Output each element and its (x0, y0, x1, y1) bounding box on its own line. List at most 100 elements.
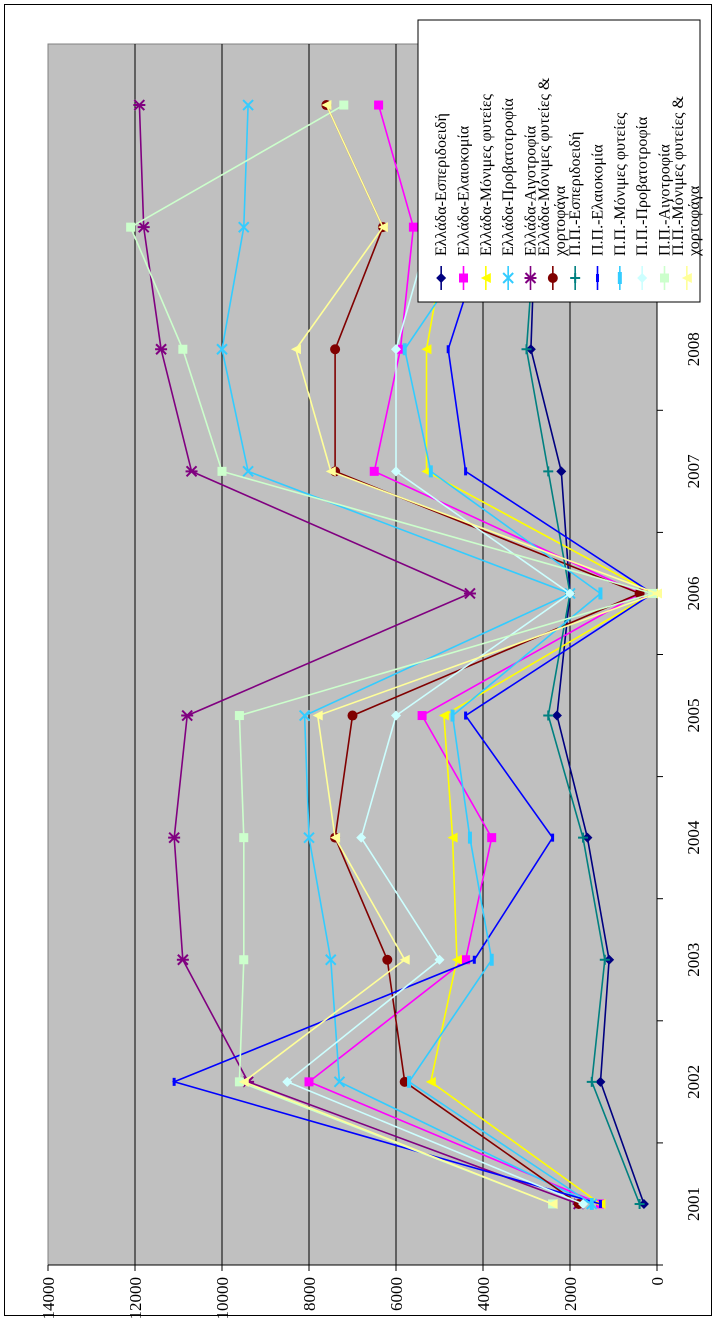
series-marker (551, 710, 562, 721)
series-marker (126, 222, 136, 232)
series-marker (407, 1075, 412, 1088)
legend-item: Π.Π.-Προβατοτροφία (634, 116, 651, 290)
series-marker (185, 465, 198, 478)
series-marker (408, 222, 418, 232)
series-marker (467, 831, 472, 844)
series-marker (464, 467, 468, 476)
series-marker (543, 710, 554, 721)
series-marker (450, 709, 455, 722)
legend-item: Ελλάδα-Μόνιμες φυτείες & χορτοφάγα (536, 77, 569, 290)
series-marker (489, 953, 494, 966)
svg-text:Ελλάδα-Μόνιμες φυτείες: Ελλάδα-Μόνιμες φυτείες (478, 93, 495, 256)
series-marker (168, 831, 181, 844)
series-marker (472, 955, 476, 964)
series-marker (382, 954, 393, 965)
legend-item: Π.Π.-Ελαιοκομία (590, 144, 607, 290)
legend-item: Ελλάδα-Προβατοτροφία (500, 98, 517, 290)
chart-frame (4, 4, 712, 1316)
series-marker (133, 99, 146, 111)
series-marker (417, 711, 427, 721)
series-marker (551, 833, 555, 842)
series-marker (463, 587, 476, 600)
series-marker (304, 1077, 314, 1087)
legend (417, 19, 701, 303)
series-marker (578, 1198, 589, 1209)
series-marker (524, 272, 537, 284)
category-tick-label: 2006 (684, 576, 703, 610)
series-marker (137, 221, 150, 233)
series-marker (451, 954, 462, 965)
series-marker (282, 1076, 293, 1087)
svg-text:Ελλάδα-Ελαιοκομία: Ελλάδα-Ελαιοκομία (456, 125, 473, 256)
svg-text:Π.Π.-Ελαιοκομία: Π.Π.-Ελαιοκομία (590, 144, 607, 256)
series-marker (325, 954, 337, 966)
series-marker (178, 344, 188, 354)
series-marker (425, 1076, 436, 1087)
series-marker (598, 587, 603, 600)
series-marker (298, 709, 311, 722)
series-marker (556, 466, 567, 477)
series-marker (438, 710, 449, 721)
series-line (242, 104, 660, 1205)
series-marker (521, 344, 532, 355)
value-tick-label: 4000 (474, 1277, 493, 1311)
svg-text:Ελλάδα-Προβατοτροφία: Ελλάδα-Προβατοτροφία (500, 98, 517, 256)
series-marker (436, 273, 447, 283)
series-marker (321, 100, 332, 111)
svg-text:χορτοφάγα: χορτοφάγα (552, 185, 569, 257)
series-marker (330, 344, 341, 355)
category-tick-label: 2001 (684, 1187, 703, 1221)
series-marker (333, 1076, 346, 1088)
series-marker (216, 343, 228, 355)
series-marker (330, 832, 341, 843)
value-tick-label: 6000 (387, 1277, 406, 1311)
series-line (129, 104, 656, 1205)
series-marker (303, 831, 315, 844)
series-marker (428, 465, 433, 478)
series-marker (290, 344, 301, 355)
series-marker (634, 1198, 645, 1209)
series-line (325, 104, 642, 1205)
series-line (138, 104, 579, 1205)
value-tick-label: 14000 (39, 1277, 58, 1320)
series-marker (391, 344, 401, 355)
series-marker (325, 466, 336, 477)
series-marker (347, 710, 358, 721)
series-marker (239, 955, 249, 965)
series-marker (339, 100, 349, 110)
series-marker (660, 273, 669, 283)
series-marker (242, 465, 254, 478)
series-marker (446, 345, 450, 354)
series-marker (172, 1077, 176, 1086)
series-marker (391, 710, 401, 721)
series-marker (447, 832, 458, 843)
series-marker (547, 273, 558, 283)
value-tick-label: 12000 (126, 1277, 145, 1320)
category-tick-label: 2005 (684, 699, 703, 733)
series-marker (502, 272, 514, 284)
series-marker (377, 222, 388, 233)
value-tick-label: 8000 (300, 1277, 319, 1311)
legend-item: Π.Π.-Εσπεριδοειδή (567, 132, 584, 290)
legend-item: Ελλάδα-Μόνιμες φυτείες (478, 93, 495, 290)
series-marker (617, 272, 622, 284)
series-marker (565, 588, 575, 599)
legend-item: Π.Π.-Αιγοτροφία (657, 144, 674, 290)
series-marker (369, 466, 379, 476)
series-marker (464, 711, 468, 720)
svg-text:χορτοφάγα: χορτοφάγα (686, 185, 703, 257)
category-tick-label: 2007 (684, 454, 703, 489)
legend-item: Ελλάδα-Ελαιοκομία (456, 125, 473, 290)
value-tick-label: 2000 (561, 1277, 580, 1311)
svg-text:Π.Π.-Εσπεριδοειδή: Π.Π.-Εσπεριδοειδή (567, 132, 584, 256)
category-tick-label: 2002 (684, 1065, 703, 1099)
series-marker (238, 221, 250, 233)
series-marker (181, 709, 194, 722)
series-marker (637, 273, 648, 283)
series-marker (239, 833, 249, 843)
series-marker (176, 954, 189, 966)
series-line (221, 104, 593, 1205)
series-marker (586, 1076, 597, 1087)
series-line (307, 104, 642, 1205)
